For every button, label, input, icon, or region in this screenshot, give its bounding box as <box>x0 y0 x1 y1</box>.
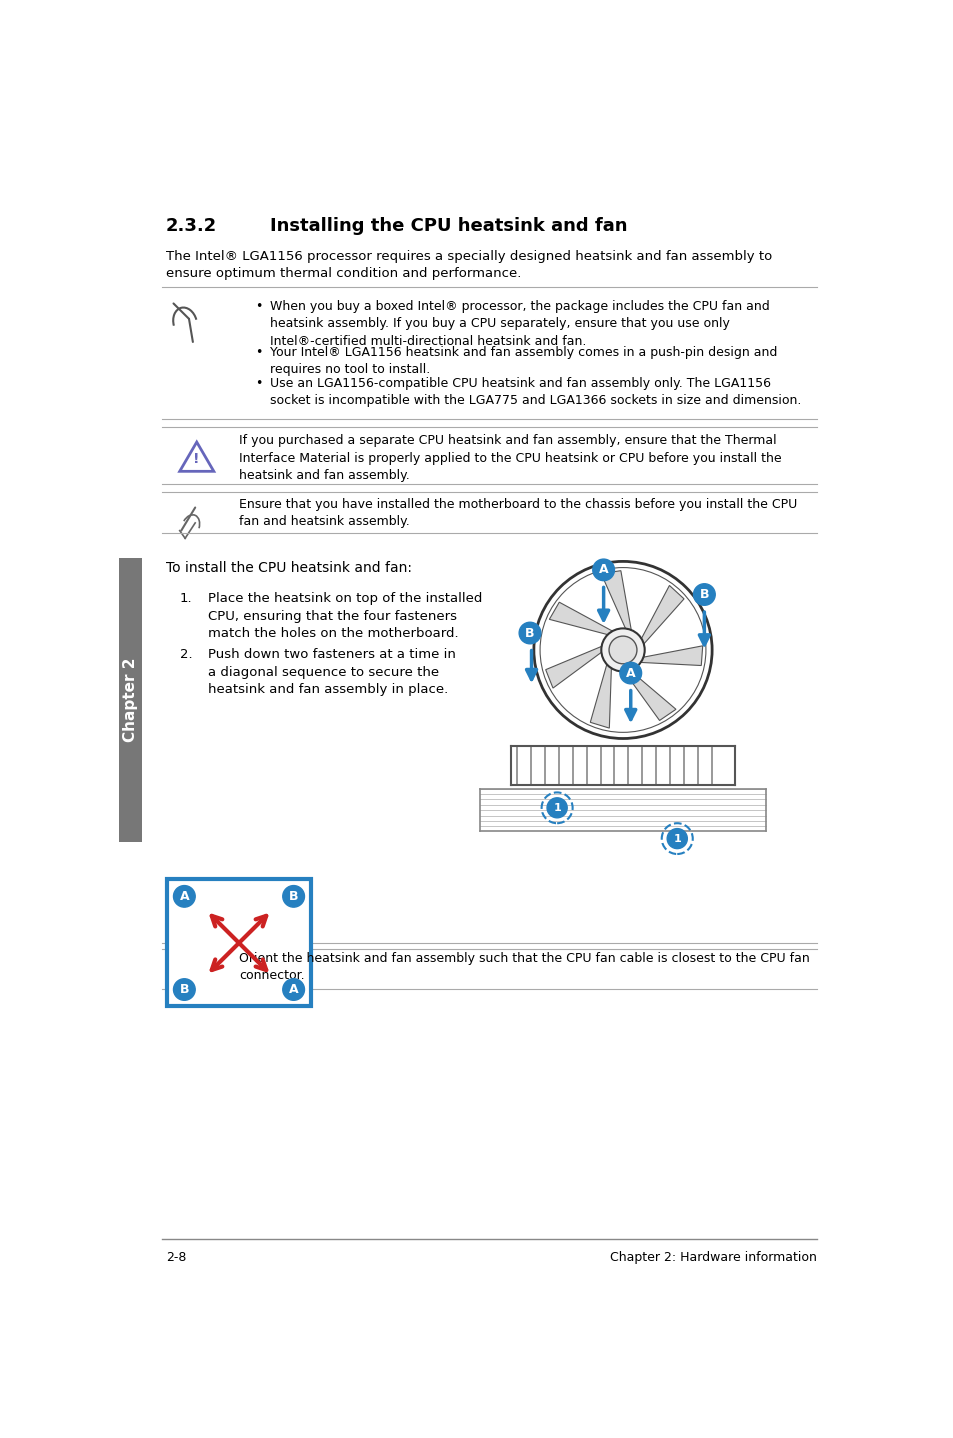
Text: Ensure that you have installed the motherboard to the chassis before you install: Ensure that you have installed the mothe… <box>239 498 797 528</box>
Circle shape <box>619 663 641 684</box>
Circle shape <box>282 886 304 907</box>
Text: B: B <box>525 627 535 640</box>
Text: B: B <box>289 890 298 903</box>
Text: Use an LGA1156-compatible CPU heatsink and fan assembly only. The LGA1156
socket: Use an LGA1156-compatible CPU heatsink a… <box>270 377 801 407</box>
Circle shape <box>173 886 195 907</box>
Text: The Intel® LGA1156 processor requires a specially designed heatsink and fan asse: The Intel® LGA1156 processor requires a … <box>166 250 771 280</box>
Text: 2.: 2. <box>179 649 193 661</box>
Circle shape <box>282 979 304 1001</box>
Polygon shape <box>632 646 702 666</box>
Text: To install the CPU heatsink and fan:: To install the CPU heatsink and fan: <box>166 561 412 575</box>
Text: 2-8: 2-8 <box>166 1251 186 1264</box>
Polygon shape <box>549 603 618 637</box>
Text: A: A <box>289 984 298 997</box>
Text: If you purchased a separate CPU heatsink and fan assembly, ensure that the Therm: If you purchased a separate CPU heatsink… <box>239 434 781 482</box>
Polygon shape <box>600 571 632 638</box>
Circle shape <box>173 979 195 1001</box>
Polygon shape <box>590 657 611 728</box>
Text: Chapter 2: Chapter 2 <box>123 657 138 742</box>
Polygon shape <box>618 664 676 720</box>
Circle shape <box>693 584 715 605</box>
Circle shape <box>592 559 614 581</box>
Polygon shape <box>545 643 608 687</box>
Text: Push down two fasteners at a time in
a diagonal sequence to secure the
heatsink : Push down two fasteners at a time in a d… <box>208 649 456 696</box>
Text: A: A <box>179 890 189 903</box>
Text: 1: 1 <box>553 802 560 812</box>
Text: !: ! <box>193 452 200 466</box>
Circle shape <box>666 828 686 848</box>
Text: B: B <box>179 984 189 997</box>
Text: Place the heatsink on top of the installed
CPU, ensuring that the four fasteners: Place the heatsink on top of the install… <box>208 592 482 640</box>
Text: B: B <box>699 588 708 601</box>
Text: Orient the heatsink and fan assembly such that the CPU fan cable is closest to t: Orient the heatsink and fan assembly suc… <box>239 952 809 982</box>
Text: 1: 1 <box>673 834 680 844</box>
Text: •: • <box>254 345 262 360</box>
Circle shape <box>608 636 637 664</box>
Circle shape <box>600 628 644 672</box>
Text: 2.3.2: 2.3.2 <box>166 217 216 236</box>
Text: •: • <box>254 299 262 312</box>
FancyBboxPatch shape <box>167 880 311 1007</box>
Text: 1.: 1. <box>179 592 193 605</box>
Text: Chapter 2: Hardware information: Chapter 2: Hardware information <box>609 1251 816 1264</box>
FancyBboxPatch shape <box>119 558 142 843</box>
Text: Installing the CPU heatsink and fan: Installing the CPU heatsink and fan <box>270 217 627 236</box>
Circle shape <box>518 623 540 644</box>
Text: A: A <box>625 667 635 680</box>
Text: •: • <box>254 377 262 390</box>
Text: A: A <box>598 564 608 577</box>
Polygon shape <box>638 585 683 650</box>
Text: Your Intel® LGA1156 heatsink and fan assembly comes in a push-pin design and
req: Your Intel® LGA1156 heatsink and fan ass… <box>270 345 777 377</box>
Circle shape <box>546 798 567 818</box>
Text: When you buy a boxed Intel® processor, the package includes the CPU fan and
heat: When you buy a boxed Intel® processor, t… <box>270 299 769 348</box>
